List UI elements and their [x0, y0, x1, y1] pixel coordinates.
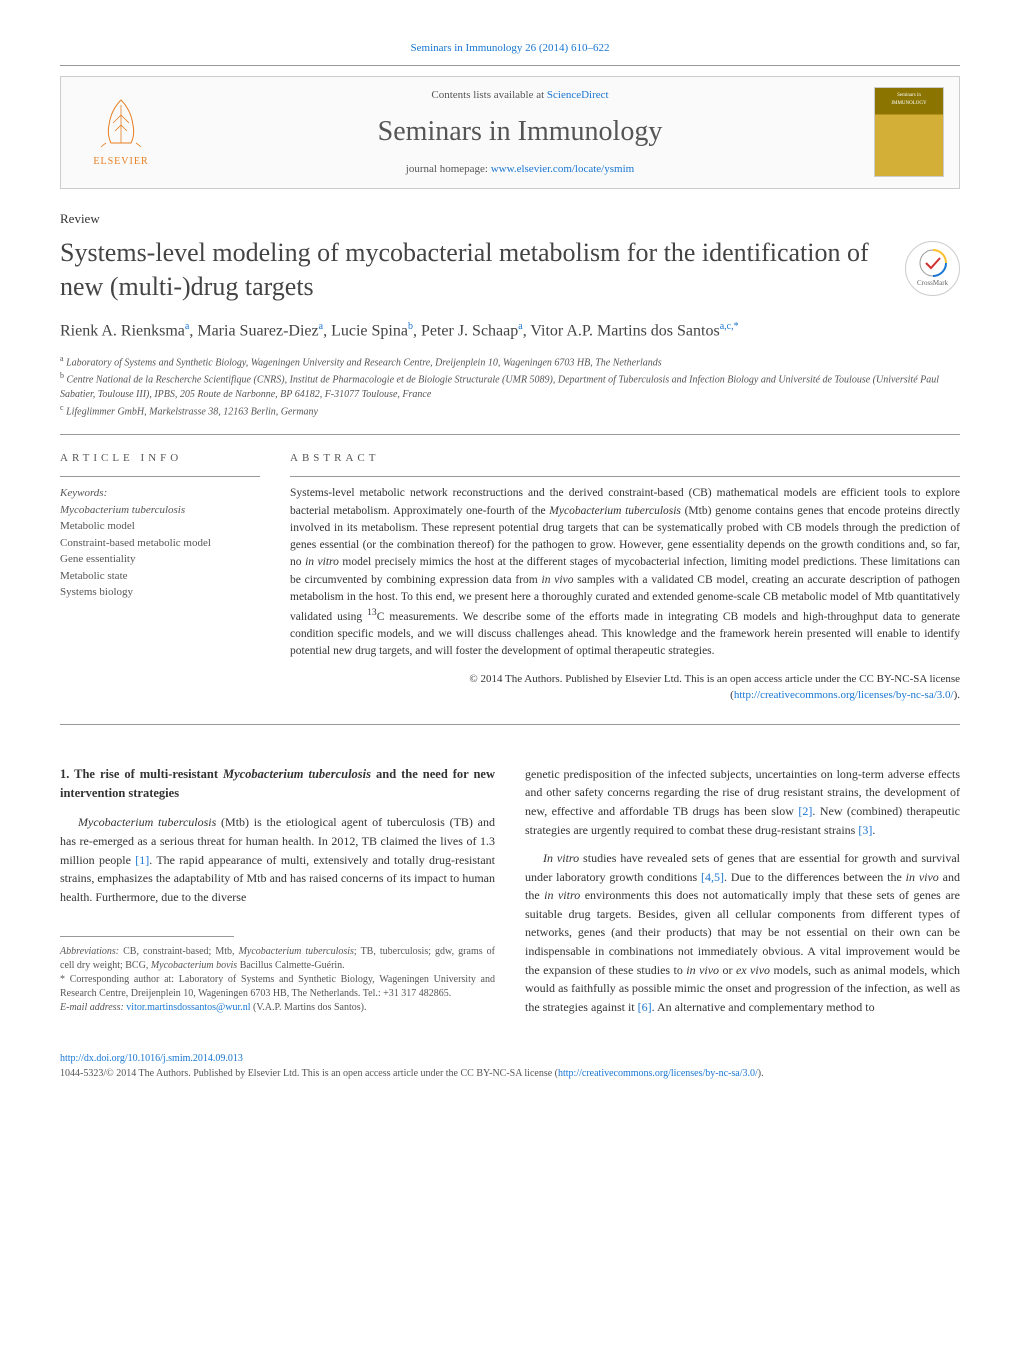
bottom-section: http://dx.doi.org/10.1016/j.smim.2014.09… [60, 1051, 960, 1081]
body-paragraph-2: genetic predisposition of the infected s… [525, 765, 960, 839]
article-info-column: ARTICLE INFO Keywords: Mycobacterium tub… [60, 450, 260, 704]
abbrev-text: CB, constraint-based; Mtb, Mycobacterium… [60, 946, 495, 971]
homepage-link[interactable]: www.elsevier.com/locate/ysmim [491, 163, 634, 175]
info-rule [60, 476, 260, 477]
top-rule [60, 65, 960, 66]
license-link[interactable]: http://creativecommons.org/licenses/by-n… [734, 689, 954, 701]
journal-citation: Seminars in Immunology 26 (2014) 610–622 [60, 40, 960, 57]
elsevier-name: ELSEVIER [93, 154, 148, 169]
sciencedirect-link[interactable]: ScienceDirect [547, 89, 609, 101]
abstract-heading: ABSTRACT [290, 450, 960, 467]
divider-1 [60, 434, 960, 435]
copyright-line: © 2014 The Authors. Published by Elsevie… [290, 671, 960, 704]
info-abstract-row: ARTICLE INFO Keywords: Mycobacterium tub… [60, 450, 960, 704]
body-paragraph-1: Mycobacterium tuberculosis (Mtb) is the … [60, 813, 495, 906]
contents-available-line: Contents lists available at ScienceDirec… [166, 87, 874, 104]
crossmark-icon [918, 248, 948, 278]
body-paragraph-3: In vitro studies have revealed sets of g… [525, 849, 960, 1016]
keyword-item: Metabolic model [60, 518, 260, 535]
elsevier-logo: ELSEVIER [76, 87, 166, 177]
email-link[interactable]: vitor.martinsdossantos@wur.nl [126, 1002, 250, 1013]
article-type: Review [60, 209, 960, 229]
keywords-list: Mycobacterium tuberculosisMetabolic mode… [60, 502, 260, 601]
abstract-text: Systems-level metabolic network reconstr… [290, 485, 960, 660]
issn-copyright: 1044-5323/© 2014 The Authors. Published … [60, 1066, 960, 1081]
elsevier-tree-icon [91, 95, 151, 150]
abbrev-label: Abbreviations: [60, 946, 119, 957]
abbreviations-footnote: Abbreviations: CB, constraint-based; Mtb… [60, 945, 495, 973]
keywords-label: Keywords: [60, 485, 260, 502]
corresponding-author-footnote: * Corresponding author at: Laboratory of… [60, 973, 495, 1001]
issn-text: 1044-5323/© 2014 The Authors. Published … [60, 1068, 558, 1079]
homepage-line: journal homepage: www.elsevier.com/locat… [166, 161, 874, 178]
copyright-close: ). [954, 689, 960, 701]
contents-label: Contents lists available at [431, 89, 546, 101]
keyword-item: Systems biology [60, 584, 260, 601]
cover-title-main: IMMUNOLOGY [891, 100, 926, 108]
title-row: Systems-level modeling of mycobacterial … [60, 236, 960, 319]
section-1-heading: 1. The rise of multi-resistant Mycobacte… [60, 765, 495, 804]
bottom-license-link[interactable]: http://creativecommons.org/licenses/by-n… [558, 1068, 758, 1079]
journal-header-box: ELSEVIER Contents lists available at Sci… [60, 76, 960, 189]
keyword-item: Gene essentiality [60, 551, 260, 568]
email-footnote: E-mail address: vitor.martinsdossantos@w… [60, 1001, 495, 1015]
keyword-item: Metabolic state [60, 568, 260, 585]
header-center: Contents lists available at ScienceDirec… [166, 87, 874, 178]
divider-2 [60, 724, 960, 725]
journal-name: Seminars in Immunology [166, 111, 874, 153]
issn-close: ). [758, 1068, 764, 1079]
footnotes: Abbreviations: CB, constraint-based; Mtb… [60, 945, 495, 1015]
footnote-rule [60, 936, 234, 937]
affiliation-line: c Lifeglimmer GmbH, Markelstrasse 38, 12… [60, 402, 960, 419]
crossmark-badge[interactable]: CrossMark [905, 241, 960, 296]
homepage-label: journal homepage: [406, 163, 491, 175]
keyword-item: Constraint-based metabolic model [60, 535, 260, 552]
cover-title-top: Seminars in [897, 92, 921, 100]
body-column-left: 1. The rise of multi-resistant Mycobacte… [60, 765, 495, 1027]
affiliations: a Laboratory of Systems and Synthetic Bi… [60, 353, 960, 419]
affiliation-line: a Laboratory of Systems and Synthetic Bi… [60, 353, 960, 370]
affiliation-line: b Centre National de la Rescherche Scien… [60, 370, 960, 401]
body-column-right: genetic predisposition of the infected s… [525, 765, 960, 1027]
doi-link[interactable]: http://dx.doi.org/10.1016/j.smim.2014.09… [60, 1051, 960, 1066]
body-columns: 1. The rise of multi-resistant Mycobacte… [60, 765, 960, 1027]
email-person: (V.A.P. Martins dos Santos). [251, 1002, 367, 1013]
abstract-rule [290, 476, 960, 477]
keyword-item: Mycobacterium tuberculosis [60, 502, 260, 519]
crossmark-label: CrossMark [917, 278, 948, 289]
article-info-heading: ARTICLE INFO [60, 450, 260, 467]
email-label: E-mail address: [60, 1002, 126, 1013]
journal-cover-thumbnail: Seminars in IMMUNOLOGY [874, 87, 944, 177]
abstract-column: ABSTRACT Systems-level metabolic network… [290, 450, 960, 704]
article-title: Systems-level modeling of mycobacterial … [60, 236, 885, 304]
authors-list: Rienk A. Rienksmaa, Maria Suarez-Dieza, … [60, 319, 960, 343]
